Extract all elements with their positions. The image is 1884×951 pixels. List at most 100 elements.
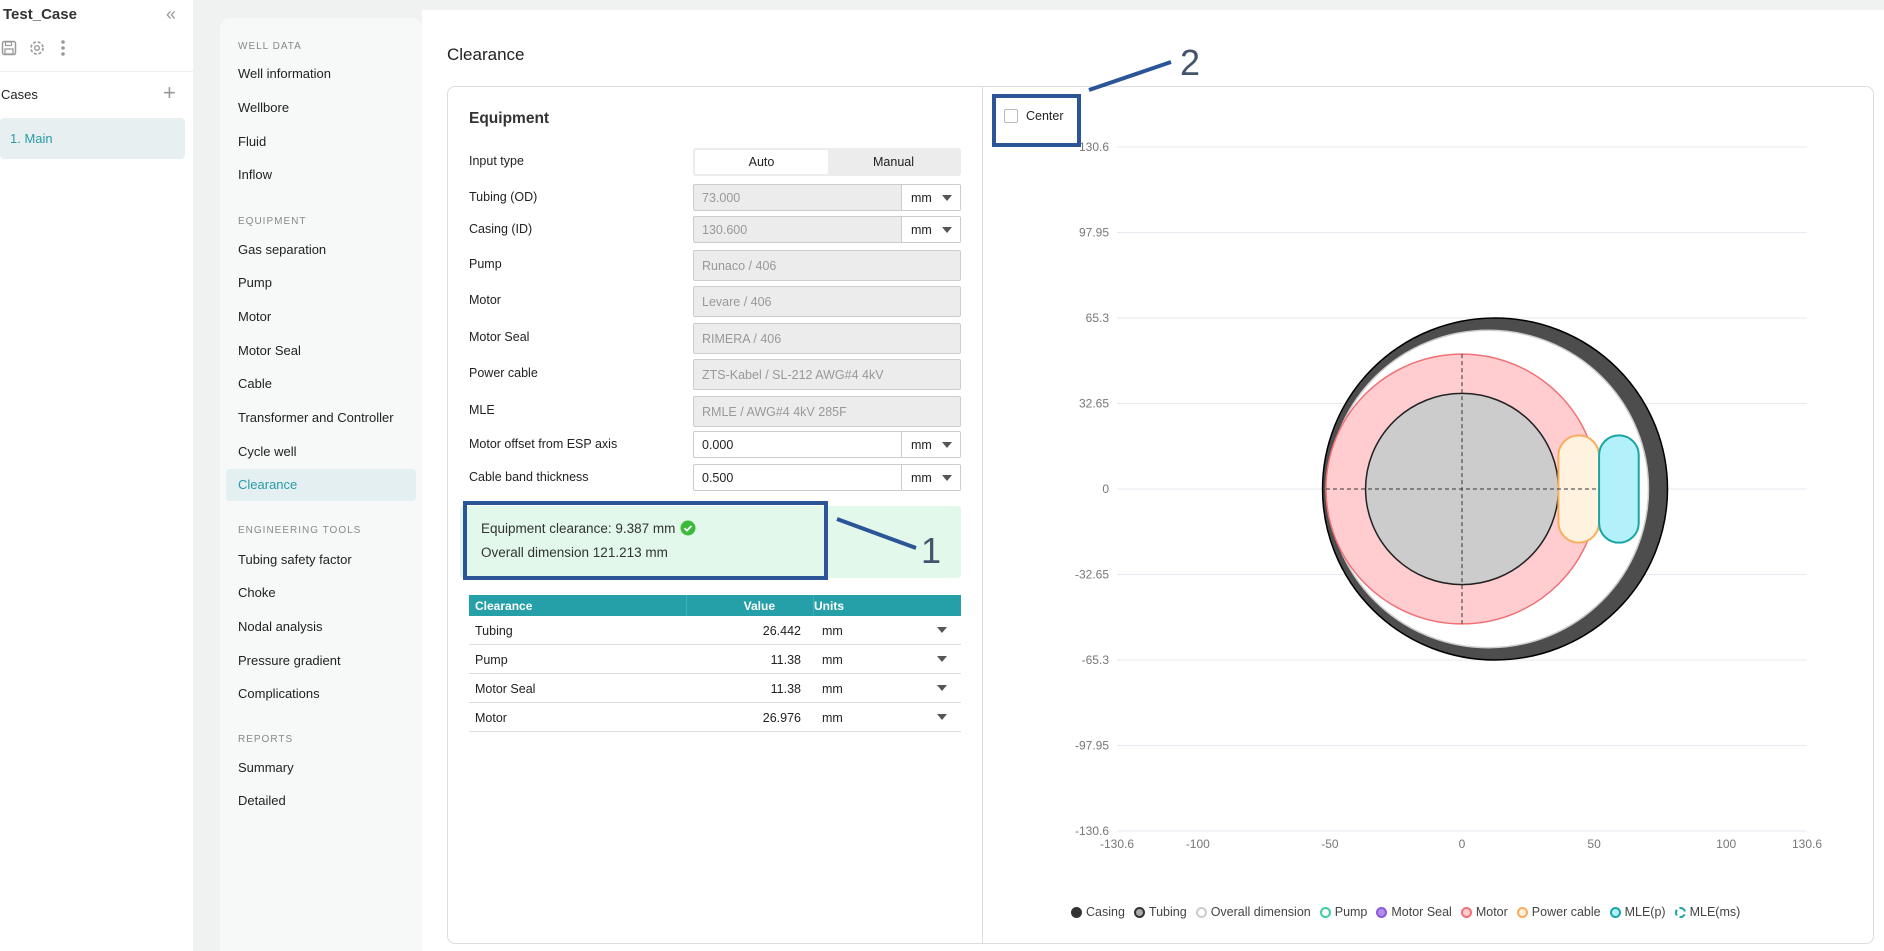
- chevron-down-icon[interactable]: [937, 685, 947, 691]
- row-unit[interactable]: mm: [822, 682, 843, 696]
- cable-band-unit-select[interactable]: mm: [901, 465, 960, 490]
- nav-item-nodal-analysis[interactable]: Nodal analysis: [238, 619, 323, 634]
- legend-item[interactable]: Casing: [1071, 905, 1125, 919]
- settings-gear-icon[interactable]: [29, 40, 45, 56]
- unit-text: mm: [911, 190, 932, 205]
- nav-item-fluid[interactable]: Fluid: [238, 134, 267, 149]
- motor-offset-label: Motor offset from ESP axis: [469, 437, 618, 451]
- legend-item[interactable]: Tubing: [1133, 905, 1187, 919]
- case-sidebar: Test_Case « Cases + 1. Main: [0, 0, 193, 951]
- motor-offset-unit-select[interactable]: mm: [901, 432, 960, 457]
- nav-item-gas-separation[interactable]: Gas separation: [238, 242, 327, 257]
- legend-marker-icon: [1133, 906, 1145, 918]
- tubing-od-label: Tubing (OD): [469, 190, 538, 204]
- page-title: Clearance: [447, 45, 525, 64]
- motor-input: Levare / 406: [693, 286, 961, 317]
- collapse-icon[interactable]: «: [166, 4, 177, 24]
- input-type-manual[interactable]: Manual: [873, 155, 914, 169]
- input-type-label: Input type: [469, 154, 524, 168]
- add-case-icon[interactable]: +: [163, 80, 176, 105]
- nav-item-transformer[interactable]: Transformer and Controller: [238, 410, 394, 425]
- clearance-table-header: Clearance Value Units: [469, 595, 961, 616]
- tubing-od-unit-select[interactable]: mm: [901, 185, 960, 210]
- table-row: Motor Seal 11.38 mm: [469, 674, 961, 703]
- table-row: Pump 11.38 mm: [469, 645, 961, 674]
- nav-item-cable[interactable]: Cable: [238, 376, 272, 391]
- nav-item-motor[interactable]: Motor: [238, 309, 272, 324]
- legend-marker-icon: [1460, 906, 1472, 918]
- nav-item-complications[interactable]: Complications: [238, 686, 320, 701]
- chevron-down-icon[interactable]: [937, 714, 947, 720]
- nav-section-reports: REPORTS: [238, 734, 294, 745]
- unit-text: mm: [911, 470, 932, 485]
- row-label: Pump: [475, 653, 508, 667]
- legend-item[interactable]: Pump: [1319, 905, 1367, 919]
- row-unit[interactable]: mm: [822, 653, 843, 667]
- header-clearance: Clearance: [475, 599, 533, 613]
- nav-item-detailed[interactable]: Detailed: [238, 793, 286, 808]
- legend-label: Motor: [1475, 905, 1508, 919]
- legend-label: MLE(ms): [1689, 905, 1741, 919]
- legend-item[interactable]: MLE(p): [1609, 905, 1666, 919]
- annotation-label-2: 2: [1180, 42, 1201, 83]
- nav-section-well-data: WELL DATA: [238, 41, 302, 52]
- case-item-main[interactable]: 1. Main: [0, 118, 185, 159]
- nav-item-cycle-well[interactable]: Cycle well: [238, 444, 297, 459]
- legend-marker-icon: [1376, 906, 1388, 918]
- mle-p--shape: [1598, 434, 1640, 544]
- annotation-box-1: [463, 501, 828, 580]
- unit-text: mm: [911, 437, 932, 452]
- header-divider: [813, 595, 814, 616]
- nav-item-tubing-safety-factor[interactable]: Tubing safety factor: [238, 552, 352, 567]
- more-vertical-icon[interactable]: [60, 39, 66, 57]
- input-type-toggle: Auto Manual: [693, 148, 961, 176]
- nav-item-inflow[interactable]: Inflow: [238, 167, 272, 182]
- chevron-down-icon[interactable]: [937, 656, 947, 662]
- nav-item-clearance[interactable]: Clearance: [226, 469, 416, 501]
- cable-band-input[interactable]: 0.500 mm: [693, 464, 961, 491]
- divider: [0, 71, 193, 72]
- nav-item-well-information[interactable]: Well information: [238, 66, 331, 81]
- nav-item-wellbore[interactable]: Wellbore: [238, 100, 290, 115]
- save-icon[interactable]: [1, 40, 17, 56]
- legend-item[interactable]: Power cable: [1516, 905, 1601, 919]
- legend-item[interactable]: Overall dimension: [1195, 905, 1311, 919]
- row-unit[interactable]: mm: [822, 624, 843, 638]
- chevron-down-icon[interactable]: [937, 627, 947, 633]
- casing-id-unit-select[interactable]: mm: [901, 217, 960, 242]
- section-nav: WELL DATA Well information Wellbore Flui…: [220, 18, 422, 951]
- row-label: Motor: [475, 711, 507, 725]
- y-tick-label: -97.95: [1075, 739, 1109, 753]
- mle-label: MLE: [469, 403, 495, 417]
- legend-item[interactable]: Motor: [1460, 905, 1508, 919]
- unit-text: mm: [911, 222, 932, 237]
- y-tick-label: -130.6: [1075, 824, 1109, 838]
- row-value: 11.38: [770, 653, 801, 667]
- tubing-od-input: 73.000 mm: [693, 184, 961, 211]
- annotation-box-2: [992, 94, 1081, 147]
- table-row: Motor 26.976 mm: [469, 703, 961, 732]
- input-type-auto[interactable]: Auto: [695, 150, 828, 174]
- x-tick-label: 130.6: [1792, 837, 1822, 851]
- nav-item-choke[interactable]: Choke: [238, 585, 276, 600]
- nav-item-summary[interactable]: Summary: [238, 760, 294, 775]
- motor-offset-value: 0.000: [702, 437, 734, 452]
- nav-section-engineering-tools: ENGINEERING TOOLS: [238, 525, 362, 536]
- row-unit[interactable]: mm: [822, 711, 843, 725]
- casing-id-label: Casing (ID): [469, 222, 533, 236]
- center-checkbox[interactable]: [1004, 109, 1018, 123]
- nav-section-equipment: EQUIPMENT: [238, 216, 307, 227]
- pump-input: Runaco / 406: [693, 250, 961, 281]
- legend-item[interactable]: Motor Seal: [1376, 905, 1452, 919]
- casing-id-value: 130.600: [702, 222, 748, 237]
- nav-item-pressure-gradient[interactable]: Pressure gradient: [238, 653, 341, 668]
- legend-label: MLE(p): [1624, 905, 1666, 919]
- nav-item-motor-seal[interactable]: Motor Seal: [238, 343, 301, 358]
- motor-offset-input[interactable]: 0.000 mm: [693, 431, 961, 458]
- motor-label: Motor: [469, 293, 501, 307]
- y-tick-label: 0: [1102, 482, 1109, 496]
- legend-item[interactable]: MLE(ms): [1674, 905, 1741, 919]
- project-title: Test_Case: [3, 6, 77, 23]
- nav-item-pump[interactable]: Pump: [238, 275, 272, 290]
